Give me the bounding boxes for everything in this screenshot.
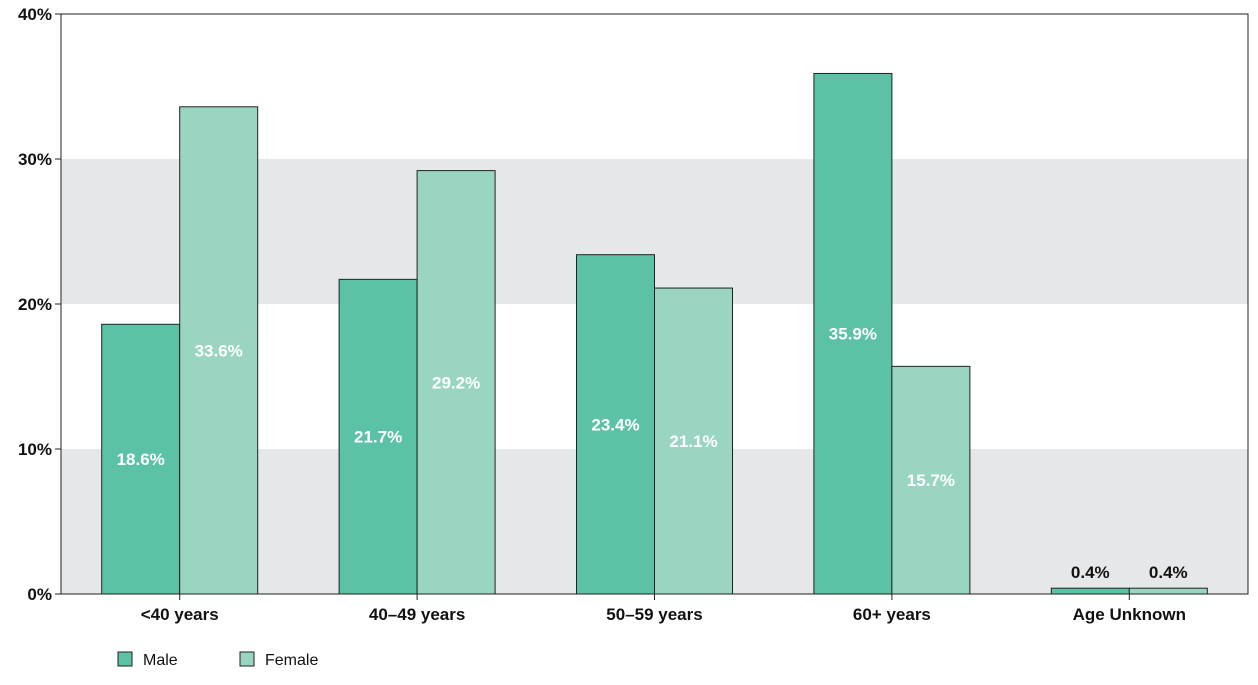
y-tick-label: 30% [18, 150, 52, 169]
x-category-label: Age Unknown [1073, 605, 1186, 624]
data-label: 29.2% [432, 373, 480, 392]
y-axis-ticks: 0% 10% 20% 30% 40% [18, 5, 61, 604]
legend-swatch [239, 651, 255, 667]
x-category-label: 40–49 years [369, 605, 465, 624]
bar-female [654, 287, 733, 595]
legend: Male Female [117, 651, 318, 669]
x-category-label: <40 years [141, 605, 219, 624]
y-tick-label: 0% [27, 585, 52, 604]
data-label: 21.7% [354, 428, 402, 447]
bar-female [1128, 587, 1208, 595]
data-label: 21.1% [669, 432, 717, 451]
data-label: 35.9% [829, 325, 877, 344]
bar-male [1050, 587, 1130, 595]
bar-female [416, 170, 496, 595]
data-label: 15.7% [907, 471, 955, 490]
data-label: 0.4% [1149, 563, 1188, 582]
data-label: 23.4% [591, 415, 639, 434]
legend-swatch [117, 651, 133, 667]
bar-male [576, 254, 655, 595]
bar-female [179, 106, 259, 595]
data-label: 33.6% [195, 341, 243, 360]
x-axis-categories: <40 years 40–49 years 50–59 years 60+ years… [141, 594, 1186, 624]
x-category-label: 60+ years [853, 605, 931, 624]
bar-male [813, 72, 893, 595]
legend-label: Female [265, 652, 318, 669]
y-tick-label: 20% [18, 295, 52, 314]
legend-label: Male [143, 652, 178, 669]
y-tick-label: 40% [18, 5, 52, 24]
x-category-label: 50–59 years [606, 605, 702, 624]
bar-male [338, 278, 418, 595]
bars [101, 72, 1208, 595]
y-tick-label: 10% [18, 440, 52, 459]
bar-female [891, 365, 971, 595]
data-label: 18.6% [117, 450, 165, 469]
data-label: 0.4% [1071, 563, 1110, 582]
data-labels: 18.6% 33.6% 21.7% 29.2% 23.4% 21.1% 35.9% 15.7%… [117, 325, 1188, 582]
